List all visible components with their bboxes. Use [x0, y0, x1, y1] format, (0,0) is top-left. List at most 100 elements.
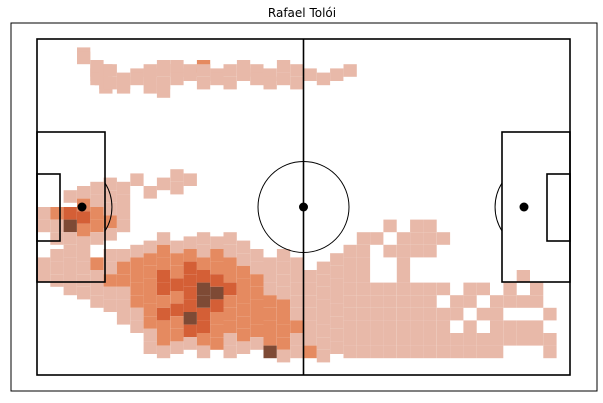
heatmap-cell	[50, 274, 64, 287]
heatmap-cell	[196, 282, 211, 296]
center-circle	[257, 161, 350, 253]
heatmap-cell	[130, 244, 144, 258]
heatmap-cell	[143, 186, 157, 199]
heatmap-cell	[290, 257, 304, 270]
heatmap-cell	[356, 270, 371, 283]
heatmap-cell	[503, 295, 517, 308]
heatmap-cell	[330, 68, 344, 81]
heatmap-cell	[250, 312, 264, 325]
heatmap-cell	[356, 345, 371, 359]
heatmap-cell	[410, 282, 424, 296]
heatmap-cell	[183, 274, 197, 287]
heatmap-cell	[476, 333, 490, 346]
heatmap-cell	[356, 307, 371, 321]
heatmap-cell	[276, 337, 291, 350]
heatmap-cell	[356, 244, 371, 258]
heatmap-cell	[50, 249, 64, 262]
heatmap-cell	[223, 295, 237, 308]
heatmap-cell	[170, 72, 184, 86]
heatmap-cell	[103, 299, 117, 312]
heatmap-cell	[63, 207, 77, 220]
heatmap-cell	[196, 270, 211, 283]
heatmap-cell	[196, 244, 211, 258]
heatmap-cell	[463, 282, 477, 296]
heatmap-cell	[210, 274, 224, 287]
heatmap-cell	[276, 299, 291, 312]
heatmap-cell	[116, 312, 131, 325]
heatmap-cell	[103, 249, 117, 262]
heatmap-cell	[156, 282, 171, 296]
left-penalty-spot	[77, 202, 87, 212]
heatmap-cell	[156, 307, 171, 321]
heatmap-cell	[343, 320, 357, 333]
heatmap-cell	[356, 333, 371, 346]
heatmap-cell	[196, 76, 211, 90]
heatmap-cell	[303, 270, 317, 283]
heatmap-cell	[490, 307, 504, 321]
heatmap-cell	[90, 270, 104, 283]
heatmap-cell	[436, 333, 451, 346]
heatmap-cell	[236, 341, 251, 354]
heatmap-cell	[263, 307, 277, 321]
heatmap-cell	[223, 333, 237, 346]
heatmap-cell	[276, 249, 291, 262]
heatmap-cell	[116, 286, 131, 300]
heatmap-cell	[423, 320, 437, 333]
heatmap-cell	[516, 320, 530, 333]
heatmap-cell	[90, 282, 104, 296]
heatmap-cell	[356, 232, 371, 245]
heatmap-cell	[276, 324, 291, 338]
heatmap-cell	[183, 173, 197, 186]
heatmap-cell	[263, 320, 277, 333]
heatmap-cell	[463, 333, 477, 346]
heatmap-cell	[463, 295, 477, 308]
heatmap-cell	[303, 307, 317, 321]
heatmap-cell	[383, 333, 397, 346]
heatmap-cell	[410, 345, 424, 359]
heatmap-cell	[423, 307, 437, 321]
heatmap-cell	[170, 181, 184, 195]
heatmap-cell	[170, 169, 184, 182]
heatmap-cell	[223, 76, 237, 90]
heatmap-cell	[330, 291, 344, 304]
heatmap-cell	[143, 253, 157, 266]
heatmap-cell	[63, 219, 77, 233]
heatmap-cell	[396, 282, 411, 296]
heatmap-cell	[263, 282, 277, 296]
heatmap-cell	[516, 295, 530, 308]
heatmap-cell	[170, 291, 184, 304]
heatmap-cell	[436, 307, 451, 321]
heatmap-cell	[330, 341, 344, 354]
heatmap-cell	[77, 186, 91, 199]
heatmap-cell	[236, 240, 251, 254]
right-goal-area	[546, 173, 571, 242]
heatmap-cell	[130, 307, 144, 321]
heatmap-cell	[183, 324, 197, 338]
heatmap-cell	[356, 320, 371, 333]
heatmap-cell	[383, 282, 397, 296]
heatmap-cell	[210, 299, 224, 312]
heatmap-cell	[290, 345, 304, 359]
heatmap-cell	[210, 261, 224, 275]
heatmap-cell	[423, 282, 437, 296]
heatmap-cell	[303, 282, 317, 296]
heatmap-cell	[50, 232, 64, 245]
heatmap-cell	[236, 303, 251, 317]
heatmap-cell	[63, 257, 77, 270]
heatmap-cell	[236, 68, 251, 81]
heatmap-cell	[276, 312, 291, 325]
heatmap-cell	[223, 64, 237, 77]
heatmap-cell	[383, 320, 397, 333]
heatmap-cell	[343, 257, 357, 270]
heatmap-cell	[250, 286, 264, 300]
heatmap-cell	[116, 181, 131, 195]
heatmap-cell	[396, 295, 411, 308]
heatmap-cell	[156, 177, 171, 191]
heatmap-cell	[543, 333, 557, 346]
heatmap-cell	[490, 345, 504, 359]
heatmap-cell	[316, 312, 331, 325]
heatmap-cell	[410, 320, 424, 333]
heatmap-cell	[530, 333, 544, 346]
heatmap-cell	[116, 81, 131, 94]
